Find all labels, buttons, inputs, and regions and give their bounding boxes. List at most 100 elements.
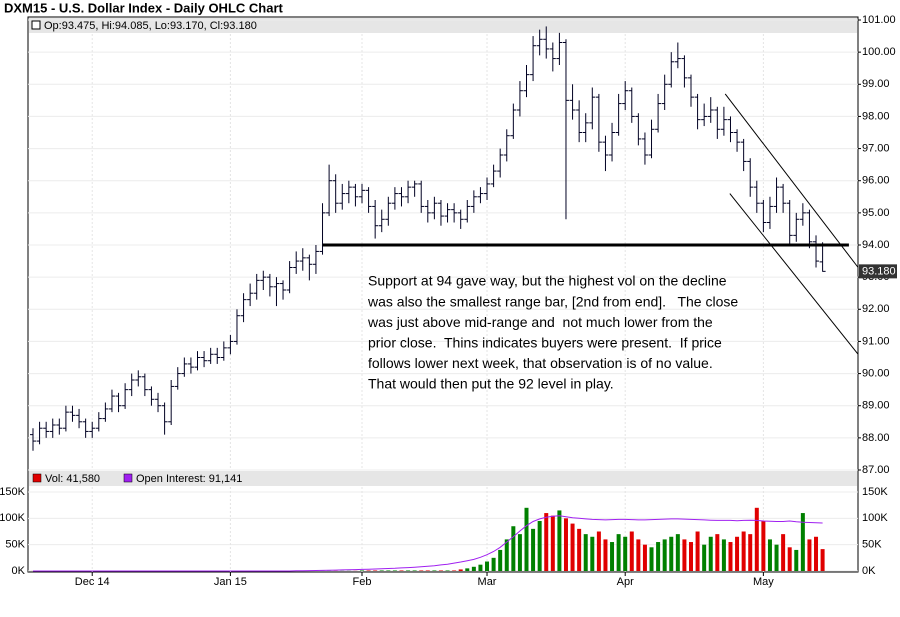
volume-bar	[459, 569, 463, 571]
volume-bar	[531, 529, 535, 571]
volume-legend: Vol: 41,580	[45, 473, 100, 485]
volume-bar	[551, 516, 555, 571]
volume-bar	[761, 521, 765, 571]
volume-bar	[472, 567, 476, 571]
y-tick-label: 101.00	[862, 14, 896, 26]
volume-bar	[511, 526, 515, 571]
y-tick-label: 90.00	[862, 367, 890, 379]
volume-bar	[518, 534, 522, 571]
y-tick-label: 87.00	[862, 464, 890, 476]
volume-bar	[821, 549, 825, 571]
y-tick-label: 97.00	[862, 142, 890, 154]
y-tick-label: 100.00	[862, 46, 896, 58]
annotation-line: Support at 94 gave way, but the highest …	[368, 273, 727, 289]
chart-title: DXM15 - U.S. Dollar Index - Daily OHLC C…	[4, 0, 283, 15]
volume-tick-label-left: 150K	[0, 486, 26, 498]
y-tick-label: 96.00	[862, 175, 890, 187]
volume-bar	[689, 542, 693, 571]
volume-bar	[722, 539, 726, 571]
volume-bar	[492, 558, 496, 571]
volume-tick-label-left: 0K	[12, 565, 26, 577]
y-tick-label: 89.00	[862, 400, 890, 412]
volume-tick-label-right: 100K	[862, 512, 888, 524]
y-tick-label: 98.00	[862, 110, 890, 122]
x-tick-label: May	[753, 576, 774, 588]
volume-bar	[696, 532, 700, 572]
volume-bar	[807, 539, 811, 571]
volume-bar	[538, 521, 542, 571]
volume-tick-label-right: 50K	[862, 539, 882, 551]
x-tick-label: Feb	[353, 576, 372, 588]
volume-bar	[617, 534, 621, 571]
volume-bar	[794, 550, 798, 571]
last-price-label: 93.180	[862, 265, 896, 277]
volume-bar	[505, 539, 509, 571]
volume-bar	[426, 570, 430, 571]
volume-bar	[360, 570, 364, 571]
volume-bar	[373, 570, 377, 571]
volume-tick-label-right: 150K	[862, 486, 888, 498]
y-tick-label: 88.00	[862, 432, 890, 444]
annotation-line: was also the smallest range bar, [2nd fr…	[367, 293, 738, 309]
y-tick-label: 92.00	[862, 303, 890, 315]
volume-bar	[656, 542, 660, 571]
volume-bar	[728, 542, 732, 571]
volume-bar	[571, 524, 575, 571]
volume-bar	[755, 508, 759, 571]
volume-bar	[406, 570, 410, 571]
volume-bar	[735, 537, 739, 571]
volume-bar	[603, 539, 607, 571]
volume-bar	[742, 532, 746, 572]
volume-bar	[446, 570, 450, 571]
volume-bar	[452, 570, 456, 571]
volume-bar	[413, 570, 417, 571]
volume-tick-label-left: 50K	[5, 539, 25, 551]
volume-bar	[788, 547, 792, 571]
volume-bar	[781, 534, 785, 571]
volume-bar	[663, 539, 667, 571]
volume-bar	[709, 537, 713, 571]
volume-bar	[485, 562, 489, 571]
y-tick-label: 91.00	[862, 335, 890, 347]
volume-bar	[544, 513, 548, 571]
x-tick-label: Mar	[478, 576, 497, 588]
annotation-line: was just above mid-range and not much lo…	[367, 314, 713, 330]
volume-bar	[478, 565, 482, 571]
volume-bar	[610, 542, 614, 571]
y-tick-label: 99.00	[862, 78, 890, 90]
volume-bar	[682, 539, 686, 571]
annotation-line: That would then put the 92 level in play…	[368, 376, 614, 392]
volume-bar	[393, 570, 397, 571]
volume-bar	[525, 508, 529, 571]
volume-swatch	[33, 474, 41, 482]
volume-bar	[432, 570, 436, 571]
annotation-line: prior close. Thins indicates buyers were…	[368, 335, 722, 351]
x-tick-label: Jan 15	[214, 576, 247, 588]
x-tick-label: Dec 14	[75, 576, 110, 588]
volume-bar	[643, 545, 647, 571]
ohlc-header: Op:93.475, Hi:94.085, Lo:93.170, Cl:93.1…	[44, 20, 257, 32]
volume-bar	[439, 570, 443, 571]
oi-swatch	[124, 474, 132, 482]
volume-bar	[630, 532, 634, 572]
volume-bar	[768, 539, 772, 571]
volume-bar	[669, 537, 673, 571]
volume-bar	[557, 510, 561, 571]
volume-bar	[715, 534, 719, 571]
volume-bar	[386, 570, 390, 571]
volume-bar	[748, 534, 752, 571]
volume-bar	[399, 570, 403, 571]
y-tick-label: 95.00	[862, 207, 890, 219]
volume-tick-label-left: 100K	[0, 512, 26, 524]
volume-bar	[577, 529, 581, 571]
volume-bar	[775, 545, 779, 571]
volume-bar	[564, 518, 568, 571]
volume-bar	[597, 532, 601, 572]
volume-bar	[623, 537, 627, 571]
volume-bar	[584, 534, 588, 571]
volume-bar	[465, 568, 469, 571]
volume-tick-label-right: 0K	[862, 565, 876, 577]
volume-bar	[590, 537, 594, 571]
volume-bar	[702, 545, 706, 571]
